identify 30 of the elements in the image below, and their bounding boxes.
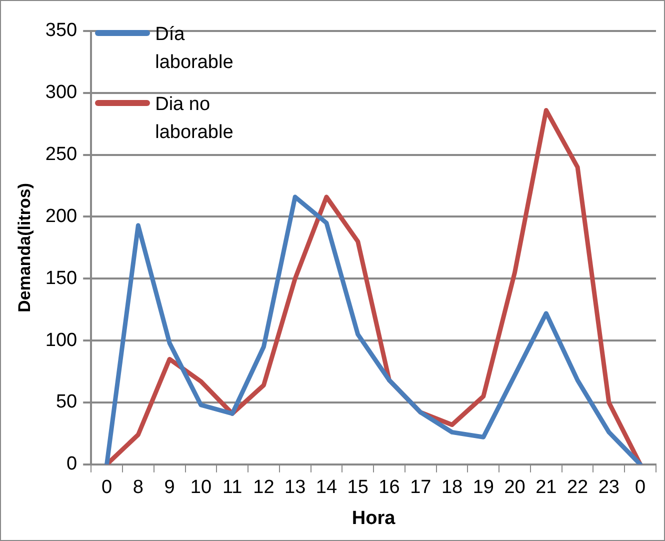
y-tick-label: 50 (56, 392, 78, 413)
x-tick-label: 9 (164, 477, 175, 498)
legend-label: Dia no laborable (155, 93, 234, 145)
x-tick-label: 14 (316, 477, 338, 498)
x-tick-label: 8 (132, 477, 144, 498)
y-tick-label: 150 (45, 268, 78, 289)
x-tick-label: 15 (347, 477, 368, 498)
y-tick-label: 0 (66, 454, 78, 475)
x-tick-label: 19 (472, 477, 494, 498)
x-axis-title: Hora (352, 508, 396, 529)
x-tick-label: 18 (441, 477, 463, 498)
x-tick-label: 20 (504, 477, 526, 498)
x-tick-label: 0 (635, 477, 646, 498)
x-tick-label: 10 (190, 477, 212, 498)
x-tick-label: 16 (378, 477, 400, 498)
x-tick-label: 13 (284, 477, 306, 498)
y-axis-title: Demanda(litros) (14, 182, 34, 312)
legend-label: Día laborable (155, 23, 234, 75)
y-tick-label: 250 (45, 144, 78, 166)
x-tick-label: 22 (566, 477, 588, 498)
y-tick-label: 350 (45, 20, 78, 42)
y-tick-label: 200 (45, 206, 78, 227)
y-tick-label: 100 (45, 330, 78, 351)
x-tick-label: 0 (102, 477, 112, 498)
x-tick-label: 23 (598, 477, 620, 498)
x-tick-label: 11 (222, 477, 242, 498)
y-tick-label: 300 (45, 82, 78, 104)
x-tick-label: 21 (536, 477, 557, 498)
x-tick-label: 12 (253, 477, 274, 498)
x-tick-label: 17 (410, 477, 432, 498)
